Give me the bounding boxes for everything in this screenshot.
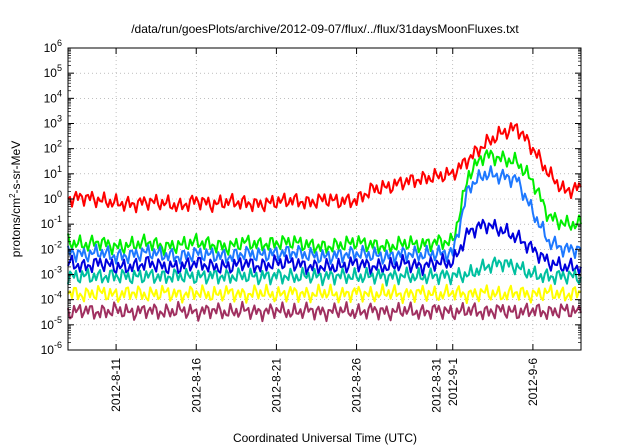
y-tick-exp: 4	[57, 88, 62, 98]
y-tick-label: 106	[44, 38, 62, 55]
y-tick-label: 10-3	[41, 265, 62, 282]
y-tick-label: 10-5	[41, 315, 62, 332]
x-tick-label: 2012-9-1	[446, 358, 460, 406]
x-tick-label: 2012-8-26	[350, 358, 364, 413]
y-tick-exp: -2	[54, 239, 62, 249]
chart-title: /data/run/goesPlots/archive/2012-09-07/f…	[131, 22, 519, 36]
y-tick-exp: -5	[54, 315, 62, 325]
x-tick-label: 2012-8-31	[430, 358, 444, 413]
x-axis-label: Coordinated Universal Time (UTC)	[233, 431, 417, 445]
x-tick-label: 2012-8-16	[189, 358, 203, 413]
y-tick-base: 10	[44, 142, 58, 156]
y-tick-base: 10	[44, 192, 58, 206]
y-tick-label: 10-2	[41, 239, 62, 256]
y-tick-label: 104	[44, 88, 62, 105]
series-line	[67, 122, 582, 214]
y-tick-label: 101	[44, 164, 62, 181]
y-tick-exp: -4	[54, 290, 62, 300]
y-tick-label: 10-4	[41, 290, 62, 307]
y-tick-base: 10	[41, 268, 55, 282]
x-tick-label: 2012-8-21	[269, 358, 283, 413]
y-tick-base: 10	[41, 293, 55, 307]
y-label-rest: -s-sr-MeV	[9, 141, 23, 194]
y-tick-base: 10	[41, 217, 55, 231]
y-label-base: protons/cm	[9, 198, 23, 257]
y-tick-exp: -6	[54, 340, 62, 350]
y-tick-label: 100	[44, 189, 62, 206]
series-layer	[67, 122, 582, 323]
x-tick-label: 2012-9-6	[526, 358, 540, 406]
y-tick-exp: 0	[57, 189, 62, 199]
series-line	[67, 165, 582, 265]
y-tick-base: 10	[44, 66, 58, 80]
series-line	[67, 218, 582, 277]
series-line	[67, 149, 582, 257]
y-tick-base: 10	[44, 167, 58, 181]
y-tick-exp: 2	[57, 139, 62, 149]
y-tick-label: 10-6	[41, 340, 62, 357]
y-tick-label: 105	[44, 63, 62, 80]
series-line	[67, 256, 582, 287]
y-tick-base: 10	[44, 41, 58, 55]
y-tick-exp: 6	[57, 38, 62, 48]
y-tick-label: 102	[44, 139, 62, 156]
y-tick-base: 10	[44, 117, 58, 131]
y-tick-exp: 1	[57, 164, 62, 174]
y-tick-exp: 5	[57, 63, 62, 73]
ticks	[68, 47, 581, 351]
series-line	[67, 300, 582, 323]
y-tick-exp: -1	[54, 214, 62, 224]
y-axis-label: protons/cm2-s-sr-MeV	[8, 141, 23, 257]
y-tick-base: 10	[44, 91, 58, 105]
y-tick-exp: -3	[54, 265, 62, 275]
y-tick-base: 10	[41, 242, 55, 256]
y-label-exp: 2	[8, 193, 17, 198]
y-tick-label: 10-1	[41, 214, 62, 231]
y-tick-labels: 10-610-510-410-310-210-11001011021031041…	[41, 38, 62, 357]
y-tick-base: 10	[41, 343, 55, 357]
series-line	[67, 283, 582, 305]
x-tick-label: 2012-8-11	[109, 358, 123, 412]
y-tick-base: 10	[41, 318, 55, 332]
y-tick-exp: 3	[57, 114, 62, 124]
x-tick-labels: 2012-8-11 2012-8-16 2012-8-21 2012-8-26 2012…	[109, 358, 540, 413]
y-tick-label: 103	[44, 114, 62, 131]
